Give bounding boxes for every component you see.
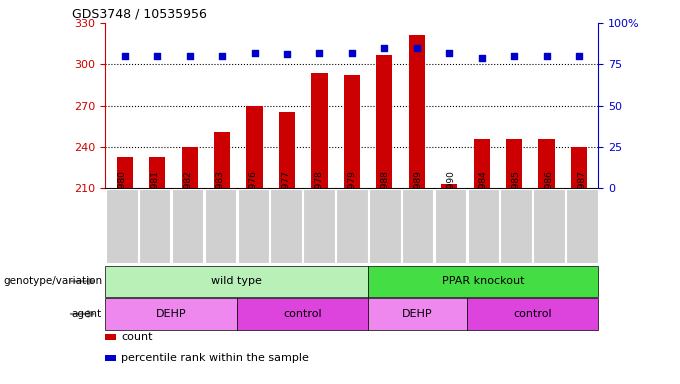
Text: DEHP: DEHP — [156, 309, 186, 319]
Text: GSM461986: GSM461986 — [545, 170, 554, 225]
Text: GSM461979: GSM461979 — [347, 170, 356, 225]
Text: wild type: wild type — [211, 276, 262, 286]
Text: GDS3748 / 10535956: GDS3748 / 10535956 — [72, 8, 207, 21]
Text: GSM461990: GSM461990 — [446, 170, 455, 225]
Point — [573, 53, 584, 59]
Text: GSM461987: GSM461987 — [577, 170, 586, 225]
Text: GSM461981: GSM461981 — [150, 170, 159, 225]
Text: count: count — [121, 332, 152, 342]
Text: GSM461980: GSM461980 — [118, 170, 126, 225]
Bar — [473, 139, 490, 188]
Bar — [246, 106, 262, 188]
Text: GSM461985: GSM461985 — [512, 170, 521, 225]
Bar — [105, 266, 369, 297]
Bar — [441, 184, 458, 188]
Text: control: control — [513, 309, 552, 319]
Bar — [105, 298, 237, 329]
Bar — [149, 157, 165, 188]
Text: agent: agent — [72, 309, 102, 319]
Point — [184, 53, 195, 59]
Text: PPAR knockout: PPAR knockout — [442, 276, 524, 286]
Bar — [237, 298, 369, 329]
Point — [509, 53, 520, 59]
Bar — [182, 147, 198, 188]
Text: GSM461988: GSM461988 — [380, 170, 389, 225]
Point — [314, 50, 325, 56]
Bar — [117, 157, 133, 188]
Text: control: control — [284, 309, 322, 319]
Text: GSM461983: GSM461983 — [216, 170, 225, 225]
Point — [249, 50, 260, 56]
Text: genotype/variation: genotype/variation — [3, 276, 102, 286]
Text: GSM461978: GSM461978 — [315, 170, 324, 225]
Point — [217, 53, 228, 59]
Bar — [311, 73, 328, 188]
Point — [476, 55, 487, 61]
Bar — [467, 298, 598, 329]
Point — [541, 53, 552, 59]
Bar — [214, 132, 231, 188]
Text: GSM461984: GSM461984 — [479, 170, 488, 225]
Bar — [279, 113, 295, 188]
Bar — [344, 75, 360, 188]
Text: GSM461982: GSM461982 — [183, 170, 192, 225]
Bar — [369, 298, 467, 329]
Point — [120, 53, 131, 59]
Point — [152, 53, 163, 59]
Bar — [409, 35, 425, 188]
Text: DEHP: DEHP — [403, 309, 433, 319]
Text: percentile rank within the sample: percentile rank within the sample — [121, 353, 309, 363]
Point — [379, 45, 390, 51]
Bar — [539, 139, 555, 188]
Text: GSM461977: GSM461977 — [282, 170, 290, 225]
Point — [346, 50, 358, 56]
Point — [411, 45, 422, 51]
Text: GSM461976: GSM461976 — [249, 170, 258, 225]
Bar — [506, 139, 522, 188]
Bar — [376, 55, 392, 188]
Point — [444, 50, 455, 56]
Bar — [369, 266, 598, 297]
Bar — [571, 147, 587, 188]
Point — [282, 51, 292, 58]
Text: GSM461989: GSM461989 — [413, 170, 422, 225]
